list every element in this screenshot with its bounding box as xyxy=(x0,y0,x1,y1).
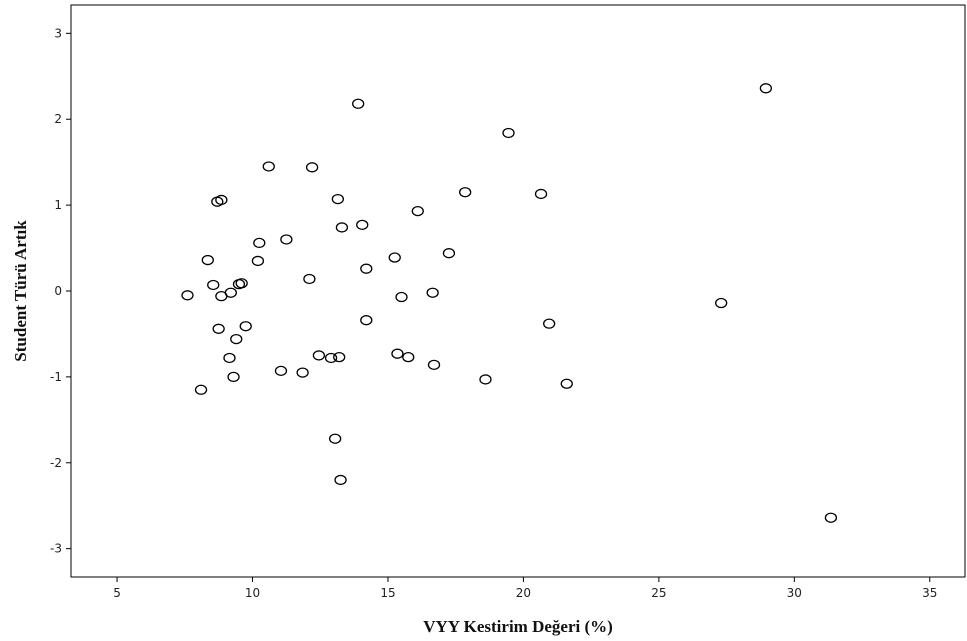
data-point xyxy=(352,98,365,109)
y-tick-label: 2 xyxy=(54,112,62,126)
data-point xyxy=(331,193,344,205)
data-point xyxy=(312,350,326,361)
data-point xyxy=(391,348,404,359)
data-points xyxy=(181,83,838,523)
data-point xyxy=(502,127,515,139)
data-point xyxy=(333,351,346,363)
data-point xyxy=(230,333,243,345)
data-point xyxy=(212,323,225,334)
data-point xyxy=(824,512,838,523)
data-point xyxy=(251,255,265,267)
x-tick-label: 5 xyxy=(113,586,121,600)
data-point xyxy=(411,205,424,217)
y-tick-label: 3 xyxy=(54,26,62,40)
data-point xyxy=(207,279,220,291)
y-tick-label: -2 xyxy=(50,456,62,470)
y-tick-label: 1 xyxy=(54,198,62,212)
x-tick-label: 10 xyxy=(245,586,260,600)
data-point xyxy=(388,252,401,263)
data-point xyxy=(442,248,456,259)
y-tick-label: -1 xyxy=(50,370,62,384)
x-tick-label: 15 xyxy=(380,586,395,600)
data-point xyxy=(395,291,408,303)
data-point xyxy=(253,237,266,249)
data-point xyxy=(360,315,373,326)
data-point xyxy=(360,263,373,274)
x-tick-label: 20 xyxy=(516,586,531,600)
data-point xyxy=(356,219,369,231)
data-point xyxy=(223,352,236,364)
data-point xyxy=(215,194,228,206)
data-point xyxy=(560,378,573,389)
plot-frame xyxy=(70,4,966,578)
data-point xyxy=(402,351,415,363)
data-point xyxy=(426,287,439,298)
data-point xyxy=(181,290,194,301)
data-point xyxy=(194,384,208,395)
data-point xyxy=(224,287,237,298)
y-axis-title: Student Türü Artık xyxy=(11,220,30,362)
y-axis: -3 -2 -1 0 1 2 3 xyxy=(50,26,71,556)
x-tick-label: 25 xyxy=(651,586,666,600)
data-point xyxy=(335,222,349,233)
data-point xyxy=(534,188,548,200)
data-point xyxy=(715,297,728,309)
x-axis: 5 10 15 20 25 30 35 xyxy=(113,577,937,600)
y-tick-label: 0 xyxy=(54,284,62,298)
data-point xyxy=(239,321,252,332)
data-point xyxy=(328,433,342,444)
data-point xyxy=(274,365,288,377)
x-axis-title: VYY Kestirim Değeri (%) xyxy=(423,617,613,636)
data-point xyxy=(427,359,441,371)
x-tick-label: 30 xyxy=(787,586,802,600)
data-point xyxy=(262,161,275,172)
data-point xyxy=(459,187,472,198)
data-point xyxy=(280,234,293,245)
data-point xyxy=(227,371,240,383)
data-point xyxy=(296,367,309,378)
data-point xyxy=(759,83,773,94)
data-point xyxy=(305,162,319,173)
data-point xyxy=(324,352,338,364)
data-point xyxy=(479,374,492,385)
x-tick-label: 35 xyxy=(922,586,937,600)
data-point xyxy=(334,474,347,486)
data-point xyxy=(201,254,214,266)
y-tick-label: -3 xyxy=(50,542,62,556)
data-point xyxy=(235,278,248,289)
data-point xyxy=(543,318,556,329)
data-point xyxy=(303,273,316,285)
